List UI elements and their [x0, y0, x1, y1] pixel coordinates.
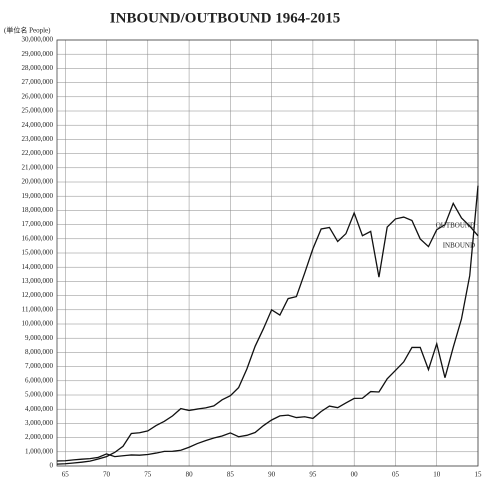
- x-tick-label: 00: [351, 471, 359, 479]
- x-tick-label: 05: [392, 471, 400, 479]
- x-tick-label: 65: [62, 471, 70, 479]
- y-axis-label: (単位名 People): [4, 26, 51, 35]
- y-tick-label: 30,000,000: [22, 36, 54, 44]
- x-tick-label: 95: [309, 471, 317, 479]
- y-tick-label: 1,000,000: [25, 447, 54, 455]
- y-tick-label: 29,000,000: [22, 50, 54, 58]
- y-tick-label: 6,000,000: [25, 376, 54, 384]
- series-line: [56, 201, 479, 465]
- x-tick-label: 90: [268, 471, 276, 479]
- y-tick-label: 7,000,000: [25, 362, 54, 370]
- series-label: OUTBOUND: [436, 221, 475, 229]
- x-tick-label: 75: [144, 471, 152, 479]
- y-tick-label: 28,000,000: [22, 64, 54, 72]
- y-tick-label: 12,000,000: [22, 291, 54, 299]
- y-tick-label: 27,000,000: [22, 78, 54, 86]
- y-tick-label: 11,000,000: [22, 305, 54, 313]
- y-tick-label: 25,000,000: [22, 107, 54, 115]
- y-tick-label: 14,000,000: [22, 263, 54, 271]
- x-tick-label: 80: [186, 471, 194, 479]
- x-tick-label: 10: [433, 471, 441, 479]
- y-tick-label: 24,000,000: [22, 121, 54, 129]
- y-tick-label: 5,000,000: [25, 391, 54, 399]
- y-tick-label: 4,000,000: [25, 405, 54, 413]
- x-tick-label: 15: [475, 471, 483, 479]
- y-tick-label: 20,000,000: [22, 178, 54, 186]
- y-tick-label: 23,000,000: [22, 135, 54, 143]
- y-tick-label: 22,000,000: [22, 149, 54, 157]
- y-tick-label: 3,000,000: [25, 419, 54, 427]
- y-tick-label: 13,000,000: [22, 277, 54, 285]
- y-tick-label: 17,000,000: [22, 220, 54, 228]
- y-tick-label: 15,000,000: [22, 249, 54, 257]
- y-tick-label: 26,000,000: [22, 92, 54, 100]
- series-label: INBOUND: [443, 241, 475, 249]
- y-tick-label: 16,000,000: [22, 234, 54, 242]
- y-tick-label: 10,000,000: [22, 320, 54, 328]
- plot-frame: [56, 39, 479, 467]
- chart-title: INBOUND/OUTBOUND 1964-2015: [110, 10, 340, 26]
- y-tick-label: 21,000,000: [22, 163, 54, 171]
- y-tick-label: 9,000,000: [25, 334, 54, 342]
- y-tick-label: 19,000,000: [22, 192, 54, 200]
- x-tick-label: 70: [103, 471, 111, 479]
- y-tick-label: 18,000,000: [22, 206, 54, 214]
- y-tick-label: 0: [50, 462, 54, 470]
- series-line: [56, 185, 479, 462]
- y-tick-label: 8,000,000: [25, 348, 54, 356]
- x-tick-label: 85: [227, 471, 235, 479]
- y-tick-label: 2,000,000: [25, 433, 54, 441]
